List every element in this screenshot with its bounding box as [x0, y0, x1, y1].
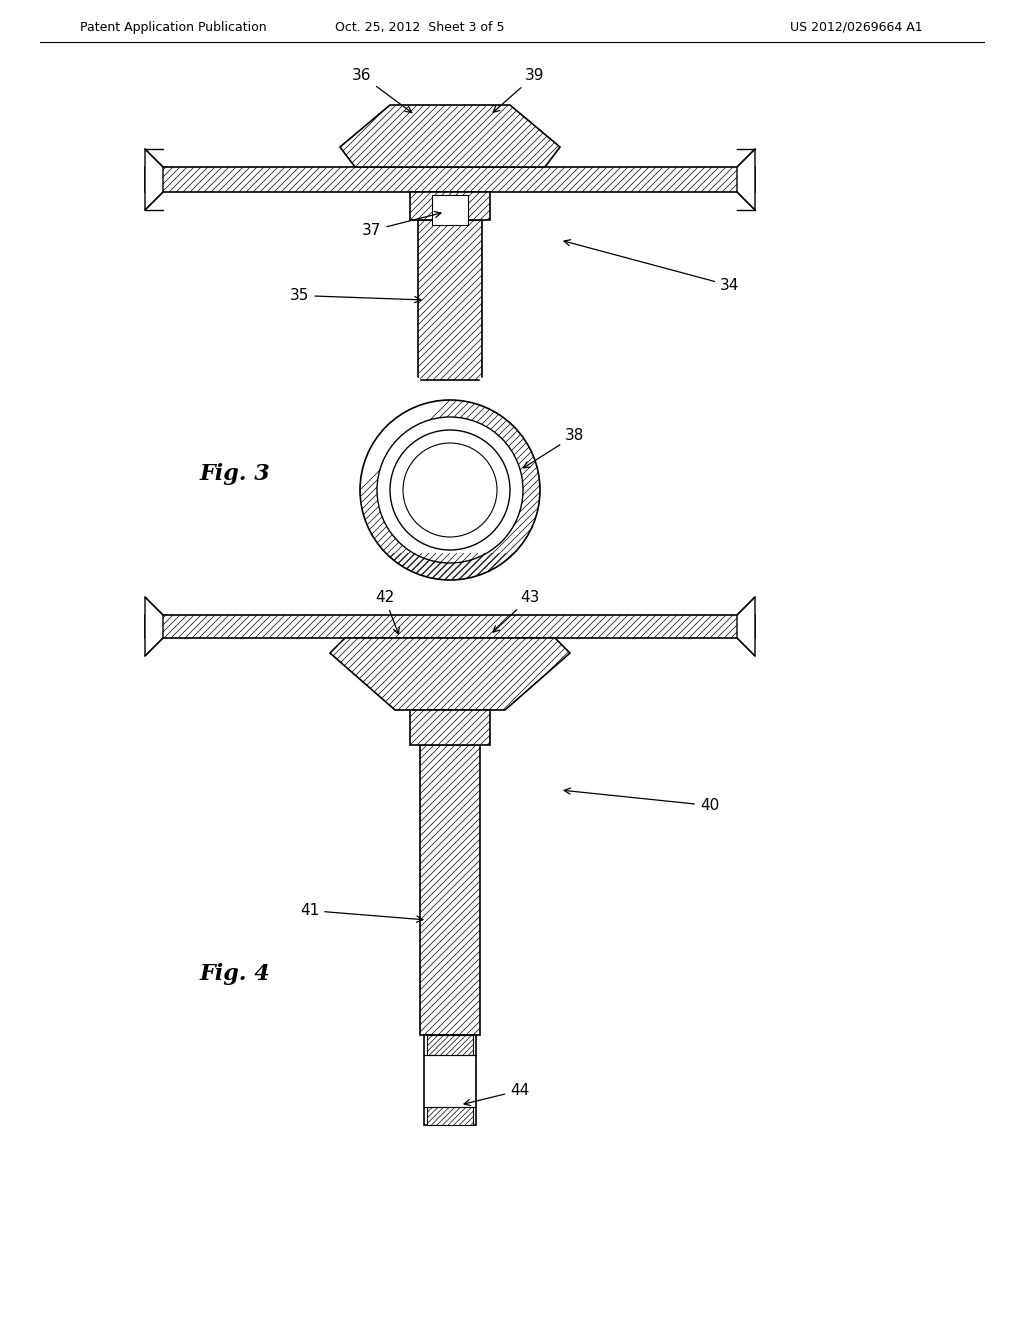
Text: 43: 43: [493, 590, 540, 632]
Polygon shape: [330, 638, 570, 710]
Text: 40: 40: [564, 788, 719, 813]
Circle shape: [377, 417, 523, 564]
Text: 37: 37: [362, 211, 441, 238]
Text: Patent Application Publication: Patent Application Publication: [80, 21, 266, 33]
Circle shape: [403, 444, 497, 537]
Polygon shape: [340, 106, 560, 168]
Polygon shape: [737, 149, 755, 210]
Text: 38: 38: [523, 428, 585, 467]
Polygon shape: [418, 220, 482, 380]
Circle shape: [360, 400, 540, 579]
Text: US 2012/0269664 A1: US 2012/0269664 A1: [790, 21, 923, 33]
Polygon shape: [427, 1035, 473, 1055]
Text: 39: 39: [494, 69, 545, 112]
Text: Fig. 4: Fig. 4: [200, 964, 270, 985]
Text: Oct. 25, 2012  Sheet 3 of 5: Oct. 25, 2012 Sheet 3 of 5: [335, 21, 505, 33]
Polygon shape: [424, 1035, 476, 1125]
Circle shape: [390, 430, 510, 550]
Polygon shape: [410, 191, 490, 220]
Text: 44: 44: [464, 1082, 529, 1106]
Text: 35: 35: [290, 288, 421, 304]
Text: 34: 34: [564, 240, 739, 293]
Polygon shape: [737, 597, 755, 656]
Polygon shape: [432, 195, 468, 224]
Polygon shape: [145, 149, 163, 210]
Polygon shape: [420, 744, 480, 1035]
Text: 42: 42: [375, 590, 399, 634]
Text: Fig. 3: Fig. 3: [200, 463, 270, 484]
Polygon shape: [410, 710, 490, 744]
Polygon shape: [427, 1107, 473, 1125]
Polygon shape: [145, 168, 755, 191]
Polygon shape: [145, 615, 755, 638]
Text: 41: 41: [300, 903, 423, 923]
Text: 36: 36: [352, 69, 412, 112]
Polygon shape: [145, 597, 163, 656]
